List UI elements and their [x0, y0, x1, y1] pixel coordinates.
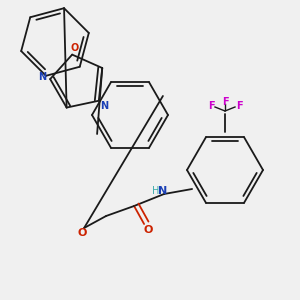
- Text: N: N: [158, 186, 168, 196]
- Text: F: F: [222, 97, 228, 107]
- Text: O: O: [143, 225, 153, 235]
- Text: F: F: [236, 101, 242, 111]
- Text: H: H: [152, 186, 160, 196]
- Text: O: O: [77, 228, 87, 238]
- Text: N: N: [38, 72, 46, 82]
- Text: N: N: [100, 101, 108, 111]
- Text: O: O: [70, 43, 78, 52]
- Text: F: F: [208, 101, 214, 111]
